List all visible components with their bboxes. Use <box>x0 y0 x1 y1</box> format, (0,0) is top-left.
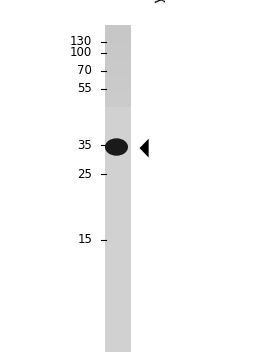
Bar <box>105 311 131 319</box>
Text: 25: 25 <box>77 168 92 181</box>
Bar <box>105 148 131 156</box>
Bar <box>105 74 131 83</box>
Bar <box>105 180 131 189</box>
Ellipse shape <box>105 138 128 156</box>
Bar <box>105 25 131 352</box>
Bar <box>105 42 131 50</box>
Text: H.liver: H.liver <box>127 0 167 9</box>
Bar <box>105 25 131 33</box>
Bar <box>105 99 131 107</box>
Bar <box>105 213 131 221</box>
Bar <box>105 132 131 140</box>
Bar <box>105 83 131 91</box>
Bar <box>105 164 131 172</box>
Bar <box>105 172 131 181</box>
Bar <box>105 156 131 164</box>
Bar <box>105 230 131 238</box>
Text: 130: 130 <box>70 35 92 48</box>
Bar <box>105 327 131 336</box>
Text: 15: 15 <box>77 233 92 246</box>
Bar <box>105 140 131 148</box>
Bar <box>105 66 131 74</box>
Bar <box>105 287 131 295</box>
Text: 55: 55 <box>77 82 92 95</box>
Bar <box>105 278 131 287</box>
Text: 70: 70 <box>77 64 92 77</box>
Bar <box>105 189 131 197</box>
Bar <box>105 50 131 58</box>
Bar <box>105 238 131 246</box>
Bar <box>105 123 131 132</box>
Bar <box>105 270 131 278</box>
Bar <box>105 221 131 230</box>
Bar <box>105 197 131 205</box>
Bar <box>105 205 131 213</box>
Bar <box>105 336 131 344</box>
Bar <box>105 115 131 123</box>
Bar <box>105 303 131 311</box>
Bar <box>105 262 131 270</box>
Bar <box>105 58 131 66</box>
Bar <box>105 246 131 254</box>
Bar <box>105 107 131 115</box>
Polygon shape <box>140 139 149 158</box>
Bar <box>105 344 131 352</box>
Text: 100: 100 <box>70 46 92 59</box>
Bar <box>105 319 131 327</box>
Bar <box>105 34 131 42</box>
Bar <box>105 254 131 262</box>
Bar <box>105 91 131 99</box>
Bar <box>105 295 131 303</box>
Text: 35: 35 <box>77 139 92 152</box>
